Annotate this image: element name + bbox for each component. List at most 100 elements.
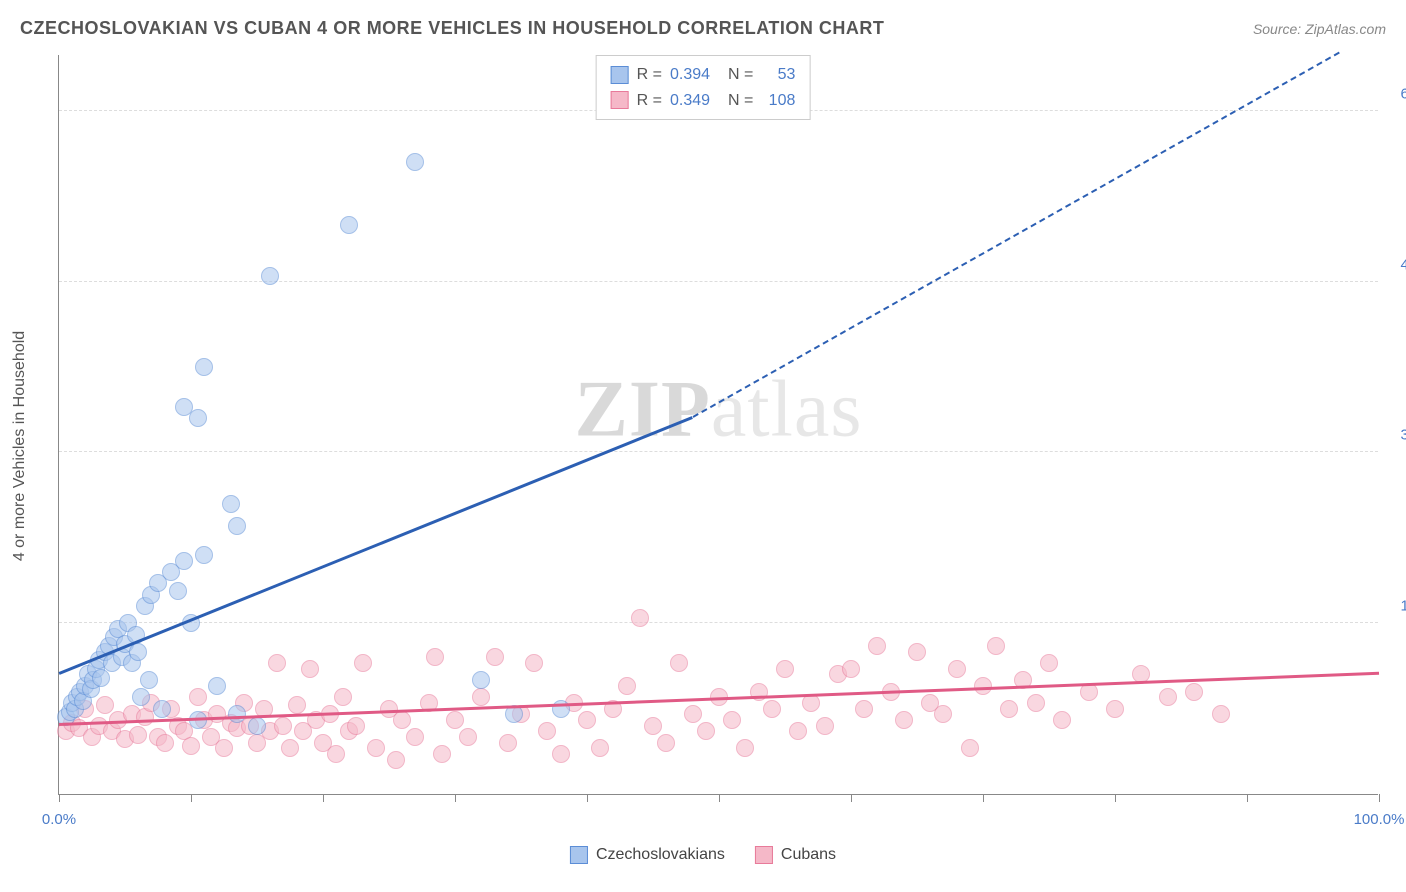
legend-swatch-1 [611,66,629,84]
title-bar: CZECHOSLOVAKIAN VS CUBAN 4 OR MORE VEHIC… [20,18,1386,39]
data-point [459,728,477,746]
y-tick-label: 15.0% [1388,598,1406,615]
y-axis-label: 4 or more Vehicles in Household [11,331,29,561]
legend-row-2: R = 0.349 N = 108 [611,88,796,114]
data-point [261,267,279,285]
trend-line [59,416,694,674]
data-point [281,739,299,757]
data-point [816,717,834,735]
data-point [228,705,246,723]
x-tick-label: 0.0% [42,811,76,828]
data-point [433,745,451,763]
data-point [327,745,345,763]
data-point [684,705,702,723]
data-point [1106,700,1124,718]
data-point [618,677,636,695]
data-point [802,694,820,712]
x-tick [851,794,852,802]
data-point [387,751,405,769]
y-tick-label: 45.0% [1388,256,1406,273]
data-point [1000,700,1018,718]
data-point [499,734,517,752]
data-point [948,660,966,678]
data-point [153,700,171,718]
data-point [340,216,358,234]
grid-line [59,451,1378,452]
data-point [195,358,213,376]
data-point [789,722,807,740]
x-tick [587,794,588,802]
data-point [908,643,926,661]
data-point [1027,694,1045,712]
correlation-legend: R = 0.394 N = 53 R = 0.349 N = 108 [596,55,811,120]
data-point [140,671,158,689]
data-point [591,739,609,757]
data-point [842,660,860,678]
data-point [92,669,110,687]
data-point [406,153,424,171]
data-point [367,739,385,757]
x-tick [323,794,324,802]
data-point [987,637,1005,655]
x-tick [1379,794,1380,802]
data-point [215,739,233,757]
x-tick [983,794,984,802]
data-point [189,688,207,706]
grid-line [59,622,1378,623]
x-tick [1247,794,1248,802]
data-point [393,711,411,729]
data-point [578,711,596,729]
data-point [552,745,570,763]
data-point [334,688,352,706]
chart-title: CZECHOSLOVAKIAN VS CUBAN 4 OR MORE VEHIC… [20,18,884,39]
data-point [644,717,662,735]
data-point [868,637,886,655]
data-point [934,705,952,723]
data-point [222,495,240,513]
data-point [1185,683,1203,701]
data-point [1212,705,1230,723]
data-point [182,737,200,755]
legend-swatch-series-1 [570,846,588,864]
x-tick [59,794,60,802]
data-point [189,409,207,427]
data-point [175,552,193,570]
legend-swatch-2 [611,91,629,109]
data-point [268,654,286,672]
plot-area: ZIPatlas 15.0%30.0%45.0%60.0%0.0%100.0% [58,55,1378,795]
legend-item-1: Czechoslovakians [570,846,725,864]
data-point [129,643,147,661]
data-point [426,648,444,666]
data-point [96,696,114,714]
data-point [472,688,490,706]
data-point [1053,711,1071,729]
data-point [195,546,213,564]
data-point [723,711,741,729]
data-point [156,734,174,752]
data-point [354,654,372,672]
data-point [657,734,675,752]
watermark: ZIPatlas [575,364,863,455]
data-point [961,739,979,757]
data-point [208,677,226,695]
data-point [288,696,306,714]
data-point [274,717,292,735]
data-point [776,660,794,678]
data-point [697,722,715,740]
data-point [538,722,556,740]
data-point [855,700,873,718]
y-tick-label: 60.0% [1388,85,1406,102]
data-point [763,700,781,718]
source-label: Source: ZipAtlas.com [1253,21,1386,37]
data-point [525,654,543,672]
trend-line [59,672,1379,726]
data-point [486,648,504,666]
x-tick [191,794,192,802]
data-point [446,711,464,729]
grid-line [59,281,1378,282]
data-point [129,726,147,744]
data-point [1040,654,1058,672]
data-point [895,711,913,729]
data-point [132,688,150,706]
data-point [670,654,688,672]
